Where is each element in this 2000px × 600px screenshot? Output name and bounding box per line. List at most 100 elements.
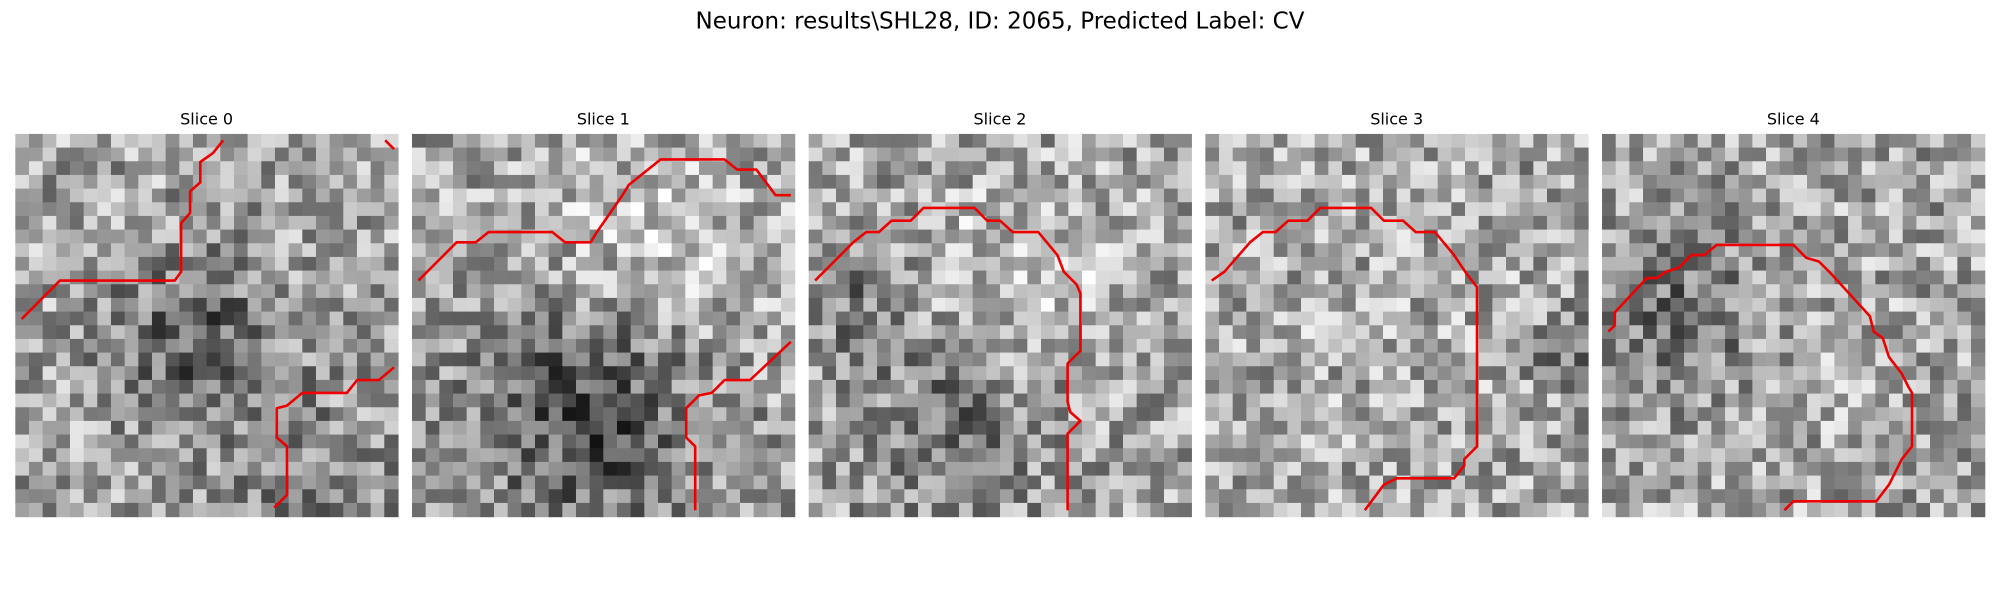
pixel xyxy=(562,297,577,313)
pixel xyxy=(1013,297,1028,313)
pixel xyxy=(1205,393,1220,408)
pixel xyxy=(1807,502,1822,518)
pixel xyxy=(439,393,454,408)
pixel xyxy=(370,352,385,367)
pixel xyxy=(1725,434,1740,449)
pixel xyxy=(685,502,700,518)
pixel xyxy=(1889,270,1904,285)
pixel xyxy=(644,256,659,272)
pixel xyxy=(1273,379,1288,395)
pixel xyxy=(1095,420,1110,436)
pixel xyxy=(411,297,427,313)
pixel xyxy=(1629,202,1644,217)
pixel xyxy=(698,284,714,299)
pixel xyxy=(739,325,755,340)
pixel xyxy=(1902,352,1917,367)
pixel xyxy=(1287,297,1302,313)
pixel xyxy=(1560,420,1575,436)
pixel xyxy=(616,297,632,313)
pixel xyxy=(1383,434,1398,449)
pixel xyxy=(1738,202,1753,217)
pixel xyxy=(1068,338,1083,354)
pixel xyxy=(1820,461,1835,477)
pixel xyxy=(83,174,98,190)
pixel xyxy=(767,489,782,504)
pixel xyxy=(1547,338,1562,354)
pixel xyxy=(1232,256,1247,272)
pixel xyxy=(1615,434,1630,449)
pixel xyxy=(959,161,974,176)
pixel xyxy=(261,393,276,408)
pixel xyxy=(1519,502,1534,518)
pixel xyxy=(1697,174,1712,190)
pixel xyxy=(1424,297,1439,313)
pixel xyxy=(1260,215,1275,231)
pixel xyxy=(343,161,358,176)
pixel xyxy=(233,174,249,190)
pixel xyxy=(1889,202,1904,217)
pixel xyxy=(1629,270,1644,285)
pixel xyxy=(945,256,960,272)
pixel xyxy=(1260,256,1275,272)
pixel xyxy=(1205,147,1220,162)
pixel xyxy=(1738,243,1753,258)
pixel xyxy=(1041,133,1056,149)
pixel xyxy=(1533,379,1548,395)
pixel xyxy=(1369,202,1384,217)
pixel xyxy=(1287,379,1302,395)
pixel xyxy=(1383,215,1398,231)
pixel xyxy=(1766,502,1781,518)
pixel xyxy=(1834,256,1849,272)
pixel xyxy=(877,338,892,354)
pixel xyxy=(110,147,126,162)
pixel xyxy=(343,366,358,381)
pixel xyxy=(1451,366,1466,381)
pixel xyxy=(1725,489,1740,504)
pixel xyxy=(1287,407,1302,422)
pixel xyxy=(110,338,126,354)
pixel xyxy=(1163,215,1179,231)
pixel xyxy=(1342,202,1357,217)
pixel xyxy=(206,174,221,190)
pixel xyxy=(28,489,44,504)
pixel xyxy=(1697,448,1712,463)
pixel xyxy=(1684,393,1699,408)
pixel xyxy=(247,502,262,518)
pixel xyxy=(1779,133,1794,149)
pixel xyxy=(1916,475,1931,490)
pixel xyxy=(452,270,468,285)
pixel xyxy=(1834,448,1849,463)
pixel xyxy=(1615,270,1630,285)
pixel xyxy=(1738,420,1753,436)
pixel xyxy=(698,270,714,285)
pixel xyxy=(698,229,714,244)
pixel xyxy=(1547,407,1562,422)
pixel xyxy=(261,489,276,504)
pixel xyxy=(1807,133,1822,149)
pixel xyxy=(480,352,495,367)
pixel xyxy=(1328,133,1343,149)
pixel xyxy=(959,325,974,340)
pixel xyxy=(302,489,317,504)
pixel xyxy=(904,311,919,326)
pixel xyxy=(69,434,85,449)
pixel xyxy=(1369,434,1384,449)
pixel xyxy=(1000,393,1015,408)
pixel xyxy=(1123,243,1138,258)
pixel xyxy=(274,161,290,176)
pixel xyxy=(315,407,331,422)
pixel xyxy=(918,407,933,422)
pixel xyxy=(836,366,851,381)
pixel xyxy=(507,311,522,326)
pixel xyxy=(1574,379,1589,395)
pixel xyxy=(165,475,180,490)
pixel xyxy=(274,338,290,354)
pixel xyxy=(1834,147,1849,162)
pixel xyxy=(685,161,700,176)
pixel xyxy=(480,407,495,422)
pixel xyxy=(1670,366,1685,381)
pixel xyxy=(1848,407,1863,422)
pixel xyxy=(521,489,536,504)
pixel xyxy=(1506,311,1521,326)
pixel xyxy=(1424,338,1439,354)
